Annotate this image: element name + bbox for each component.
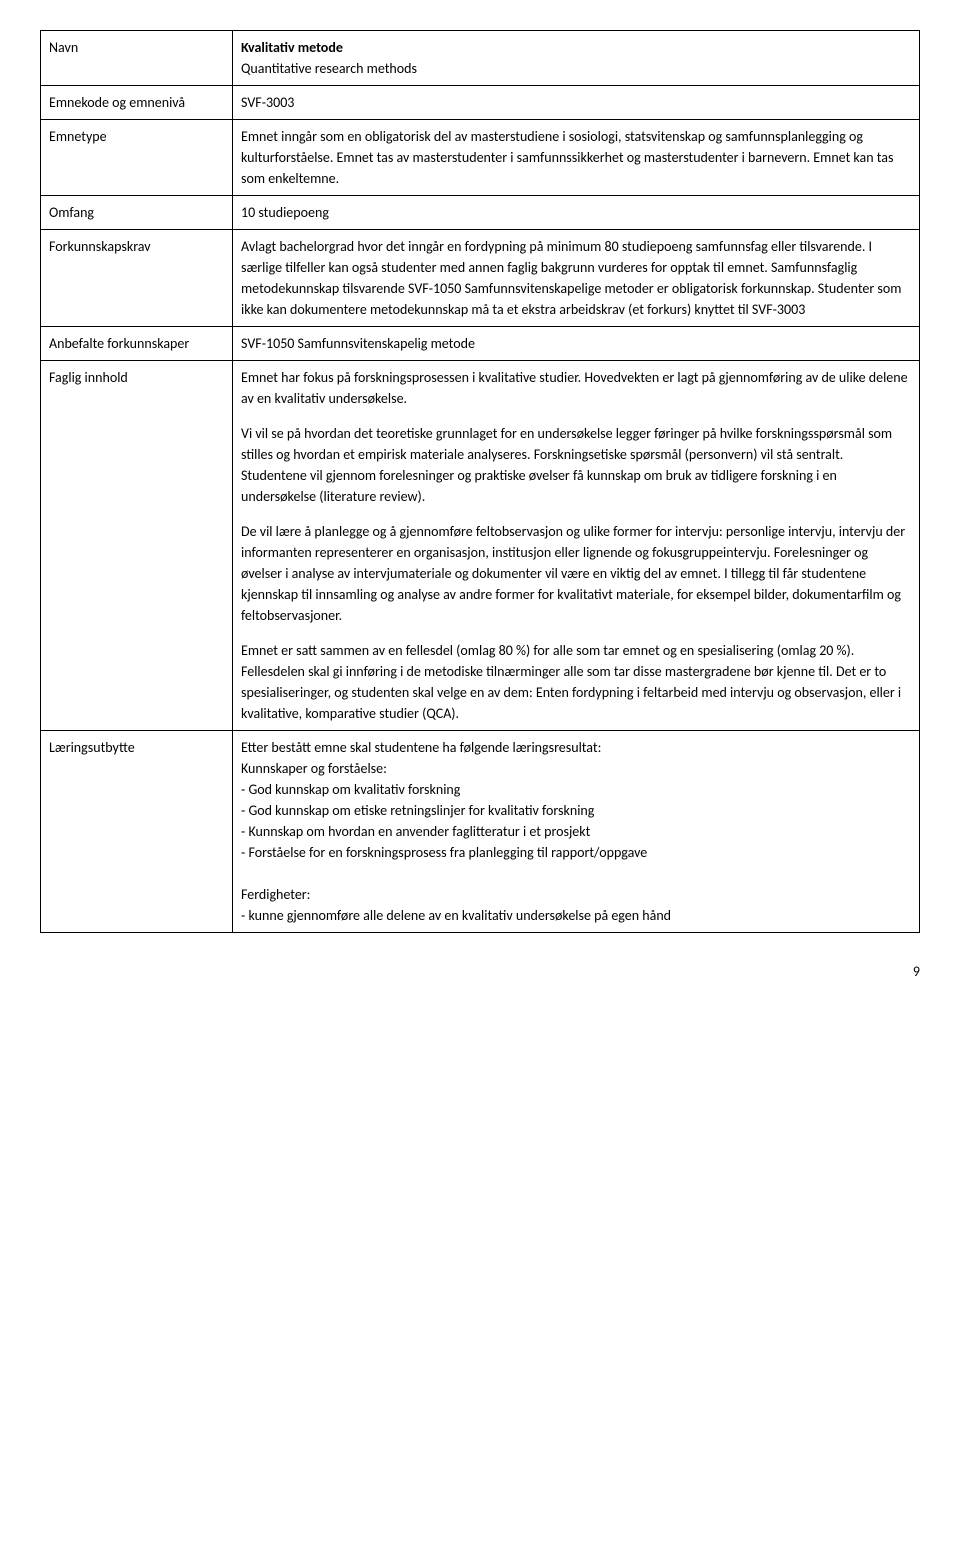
course-title: Kvalitativ metode	[241, 39, 343, 56]
emnetype-value: Emnet inngår som en obligatorisk del av …	[233, 120, 920, 196]
navn-label: Navn	[41, 31, 233, 86]
anbefalte-label: Anbefalte forkunnskaper	[41, 327, 233, 361]
forkunnskapskrav-label: Forkunnskapskrav	[41, 230, 233, 327]
faglig-content: Emnet har fokus på forskningsprosessen i…	[233, 361, 920, 731]
faglig-p4: Emnet er satt sammen av en fellesdel (om…	[241, 640, 911, 724]
row-navn: Navn Kvalitativ metode Quantitative rese…	[41, 31, 920, 86]
row-forkunnskapskrav: Forkunnskapskrav Avlagt bachelorgrad hvo…	[41, 230, 920, 327]
navn-content: Kvalitativ metode Quantitative research …	[233, 31, 920, 86]
row-omfang: Omfang 10 studiepoeng	[41, 196, 920, 230]
omfang-value: 10 studiepoeng	[233, 196, 920, 230]
faglig-p1: Emnet har fokus på forskningsprosessen i…	[241, 367, 911, 409]
faglig-p3: De vil lære å planlegge og å gjennomføre…	[241, 521, 911, 626]
course-table: Navn Kvalitativ metode Quantitative rese…	[40, 30, 920, 933]
kunnskaper-item-1: - God kunnskap om kvalitativ forskning	[241, 781, 460, 798]
emnetype-label: Emnetype	[41, 120, 233, 196]
course-subtitle: Quantitative research methods	[241, 60, 417, 77]
kunnskaper-item-2: - God kunnskap om etiske retningslinjer …	[241, 802, 594, 819]
anbefalte-value: SVF-1050 Samfunnsvitenskapelig metode	[233, 327, 920, 361]
ferdigheter-header: Ferdigheter:	[241, 886, 310, 903]
kunnskaper-item-3: - Kunnskap om hvordan en anvender faglit…	[241, 823, 590, 840]
row-laering: Læringsutbytte Etter bestått emne skal s…	[41, 731, 920, 933]
laering-content: Etter bestått emne skal studentene ha fø…	[233, 731, 920, 933]
omfang-label: Omfang	[41, 196, 233, 230]
ferdigheter-item-1: - kunne gjennomføre alle delene av en kv…	[241, 907, 671, 924]
kunnskaper-header: Kunnskaper og forståelse:	[241, 760, 387, 777]
faglig-p2: Vi vil se på hvordan det teoretiske grun…	[241, 423, 911, 507]
laering-label: Læringsutbytte	[41, 731, 233, 933]
row-faglig: Faglig innhold Emnet har fokus på forskn…	[41, 361, 920, 731]
forkunnskapskrav-value: Avlagt bachelorgrad hvor det inngår en f…	[233, 230, 920, 327]
faglig-label: Faglig innhold	[41, 361, 233, 731]
laering-intro: Etter bestått emne skal studentene ha fø…	[241, 739, 601, 756]
emnekode-label: Emnekode og emnenivå	[41, 86, 233, 120]
kunnskaper-item-4: - Forståelse for en forskningsprosess fr…	[241, 844, 647, 861]
page-number: 9	[40, 963, 920, 980]
row-emnetype: Emnetype Emnet inngår som en obligatoris…	[41, 120, 920, 196]
emnekode-value: SVF-3003	[233, 86, 920, 120]
row-anbefalte: Anbefalte forkunnskaper SVF-1050 Samfunn…	[41, 327, 920, 361]
row-emnekode: Emnekode og emnenivå SVF-3003	[41, 86, 920, 120]
